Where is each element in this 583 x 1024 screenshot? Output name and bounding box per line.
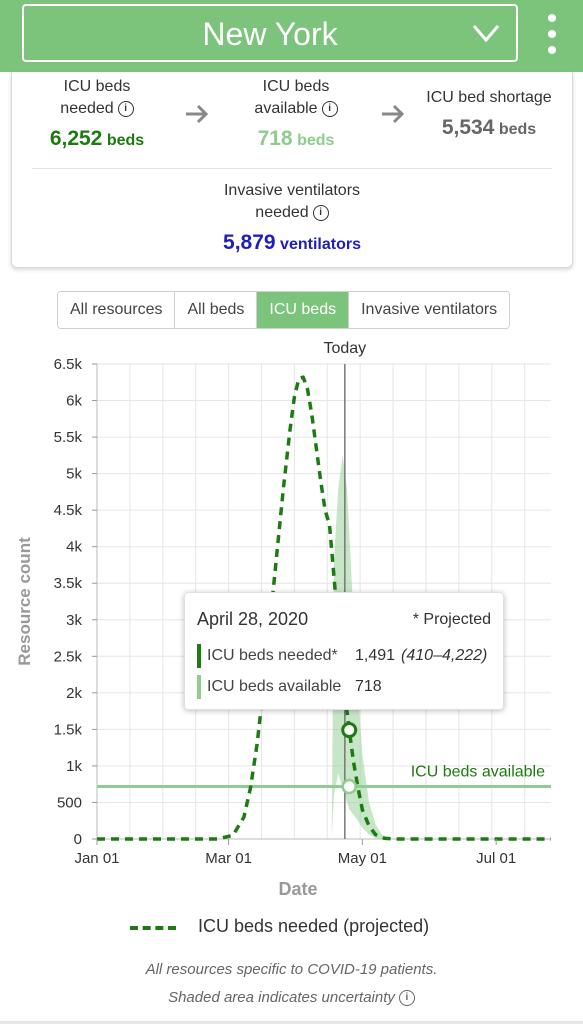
tab-invasive-ventilators[interactable]: Invasive ventilators: [349, 292, 510, 328]
icu-shortage-value: 5,534: [441, 116, 495, 139]
icu-shortage-unit: beds: [498, 121, 537, 138]
divider: [0, 1021, 583, 1024]
legend-swatch-needed: [130, 926, 176, 930]
y-axis-label: Resource count: [15, 537, 34, 666]
y-tick-label: 4k: [66, 539, 82, 556]
ventilators-value: 5,879: [223, 231, 276, 254]
y-tick-label: 1.5k: [54, 721, 83, 738]
resource-tabs: All resources All beds ICU beds Invasive…: [57, 291, 511, 329]
icu-shortage-label: ICU bed shortage: [426, 89, 552, 106]
ventilators-unit: ventilators: [280, 236, 361, 253]
info-icon[interactable]: i: [321, 100, 338, 117]
y-tick-label: 2.5k: [54, 648, 83, 665]
ventilators-label-1: Invasive ventilators: [223, 182, 361, 199]
footnote-uncertainty: Shaded area indicates uncertainty i: [0, 989, 583, 1007]
icu-available-label-2: available: [254, 100, 318, 117]
needed-line: [97, 375, 551, 841]
x-tick-label: Jan 01: [74, 850, 119, 867]
legend-label-needed: ICU beds needed (projected): [198, 916, 430, 936]
available-marker: [341, 778, 357, 795]
y-tick-label: 6k: [66, 393, 82, 410]
chevron-down-icon: [472, 25, 500, 43]
icu-available-unit: beds: [297, 132, 335, 149]
info-icon[interactable]: i: [312, 204, 329, 221]
tab-all-resources[interactable]: All resources: [58, 292, 176, 328]
y-tick-label: 4.5k: [54, 502, 83, 519]
today-label: Today: [323, 340, 366, 357]
x-tick-label: Jul 01: [476, 850, 516, 867]
info-icon[interactable]: i: [117, 100, 134, 117]
icu-needed-label-2: needed: [60, 100, 114, 117]
y-tick-label: 0: [74, 831, 82, 848]
ventilators-label-2: needed: [255, 204, 309, 221]
icu-needed-stat: ICU beds needed i 6,252 beds: [32, 76, 162, 152]
summary-card: ICU beds needed i 6,252 beds ICU beds ava…: [11, 72, 573, 268]
tooltip-label: ICU beds needed*: [207, 647, 338, 664]
tooltip-swatch: [197, 644, 201, 668]
tooltip-date: April 28, 2020: [197, 609, 309, 629]
location-selector[interactable]: New York: [22, 4, 518, 62]
icu-chart[interactable]: 0 500 1k 1.5k 2k 2.5k 3k 3.5k 4k 4.5k 5k 5.5k 6k 6.5k…: [0, 330, 583, 910]
tab-all-beds[interactable]: All beds: [175, 292, 258, 328]
y-tick-label: 1k: [66, 758, 82, 775]
uncertainty-band: [331, 455, 391, 839]
x-tick-label: Mar 01: [205, 850, 252, 867]
icu-needed-unit: beds: [106, 132, 145, 149]
y-tick-label: 6.5k: [54, 356, 83, 373]
y-tick-label: 500: [57, 794, 82, 811]
info-icon[interactable]: i: [398, 990, 415, 1007]
icu-available-value: 718: [257, 127, 293, 150]
icu-needed-label-1: ICU beds: [63, 78, 131, 95]
divider: [32, 168, 552, 169]
icu-available-stat: ICU beds available i 718 beds: [226, 76, 366, 152]
tooltip-swatch: [197, 675, 201, 699]
icu-needed-value: 6,252: [49, 127, 103, 150]
y-tick-label: 3.5k: [54, 575, 83, 592]
x-axis-label: Date: [278, 879, 317, 899]
available-line-label: ICU beds available: [411, 764, 545, 781]
y-tick-label: 3k: [66, 612, 82, 629]
tooltip-value: 718: [355, 678, 382, 695]
y-tick-label: 2k: [66, 685, 82, 702]
tooltip-value: 1,491 (410–4,222): [355, 647, 488, 664]
footnote-covid: All resources specific to COVID-19 patie…: [145, 961, 438, 978]
x-tick-label: May 01: [338, 850, 387, 867]
arrow-right-icon: [382, 104, 405, 124]
tooltip-range: (410–4,222): [401, 647, 488, 664]
y-tick-label: 5.5k: [54, 429, 83, 446]
y-tick-label: 5k: [66, 466, 82, 483]
ventilators-stat: Invasive ventilators needed i 5,879 venti…: [162, 180, 422, 256]
app-header: New York: [0, 0, 583, 72]
icu-shortage-stat: ICU bed shortage 5,534 beds: [414, 87, 564, 141]
tooltip-projected-note: * Projected: [412, 611, 491, 628]
arrow-right-icon: [186, 104, 209, 124]
chart-tooltip: April 28, 2020 * Projected ICU beds need…: [184, 592, 504, 710]
tooltip-label: ICU beds available: [207, 678, 342, 695]
more-options-icon[interactable]: [540, 12, 564, 56]
icu-available-label-1: ICU beds: [262, 78, 330, 95]
needed-marker: [341, 722, 358, 739]
location-name: New York: [202, 16, 338, 52]
tab-icu-beds[interactable]: ICU beds: [257, 292, 350, 328]
